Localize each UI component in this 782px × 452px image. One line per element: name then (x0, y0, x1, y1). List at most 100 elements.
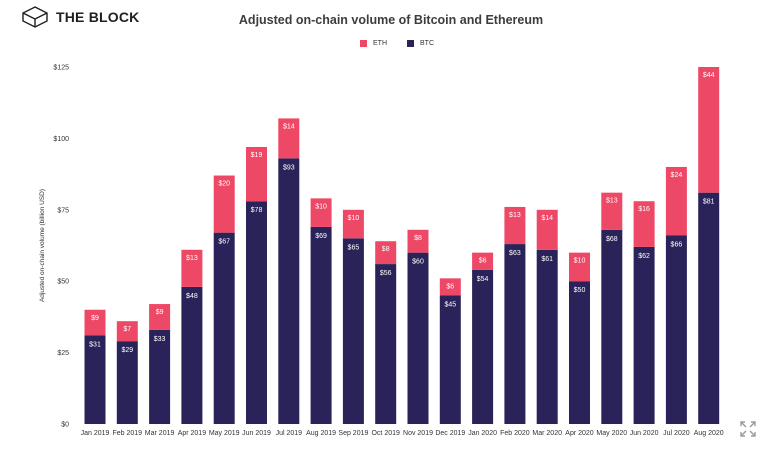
bar-eth (246, 146, 267, 202)
x-tick-label: Mar 2020 (532, 430, 562, 437)
data-label-eth: $16 (638, 206, 650, 213)
data-label-eth: $8 (382, 246, 390, 253)
data-label-eth: $8 (414, 235, 422, 242)
data-label-btc: $31 (89, 341, 101, 348)
data-label-eth: $9 (156, 309, 164, 316)
bar-btc (569, 281, 590, 424)
bar-eth (213, 175, 235, 233)
x-tick-label: Dec 2019 (435, 430, 465, 437)
data-label-btc: $50 (574, 287, 586, 294)
x-tick-label: Oct 2019 (371, 430, 400, 437)
bar-btc (213, 232, 235, 424)
x-tick-label: Sep 2019 (338, 430, 368, 437)
bar-eth (633, 201, 655, 247)
bar-eth (84, 309, 106, 336)
data-label-btc: $93 (283, 164, 295, 171)
bar-btc (84, 335, 106, 424)
data-label-btc: $29 (121, 347, 133, 354)
legend-swatch-eth (360, 40, 367, 47)
bar-btc (439, 295, 461, 424)
data-label-btc: $63 (509, 250, 521, 257)
y-axis-label: Adjusted on-chain volume (billion USD) (39, 189, 46, 302)
x-tick-label: Jun 2019 (242, 430, 271, 437)
x-tick-label: Aug 2020 (694, 430, 724, 437)
legend-item-btc: BTC (407, 40, 434, 47)
bar-btc (149, 329, 171, 424)
bar-btc (310, 226, 332, 424)
bar-btc (278, 158, 300, 424)
expand-button[interactable] (740, 421, 756, 442)
bar-eth (342, 209, 364, 239)
y-tick-label: $75 (57, 207, 69, 214)
data-label-btc: $68 (606, 236, 618, 243)
x-tick-label: Jul 2020 (663, 430, 690, 437)
data-label-eth: $6 (446, 283, 454, 290)
data-label-eth: $20 (218, 181, 230, 188)
y-tick-label: $0 (61, 422, 69, 429)
data-label-btc: $33 (154, 336, 166, 343)
data-label-eth: $44 (703, 72, 715, 79)
data-label-btc: $81 (703, 199, 715, 206)
data-label-btc: $61 (541, 256, 553, 263)
bar-eth (278, 118, 300, 159)
brand-logo: THE BLOCK (22, 6, 139, 28)
legend-label-btc: BTC (420, 40, 434, 47)
data-label-eth: $13 (509, 212, 521, 219)
y-tick-label: $100 (53, 136, 69, 143)
bar-btc (665, 235, 687, 424)
x-tick-label: Jun 2020 (630, 430, 659, 437)
x-tick-label: Jan 2020 (468, 430, 497, 437)
data-label-btc: $60 (412, 259, 424, 266)
data-label-eth: $14 (283, 123, 295, 130)
data-label-eth: $14 (541, 215, 553, 222)
bar-eth (569, 252, 590, 282)
bar-eth (407, 229, 429, 253)
data-label-eth: $6 (479, 258, 487, 265)
data-label-btc: $62 (638, 253, 650, 260)
x-tick-label: Apr 2020 (565, 430, 594, 437)
bar-eth (116, 321, 138, 342)
y-tick-label: $50 (57, 279, 69, 286)
bar-eth (439, 278, 461, 296)
legend-swatch-btc (407, 40, 414, 47)
data-label-eth: $13 (606, 198, 618, 205)
bar-eth (310, 198, 332, 227)
bar-eth (149, 304, 171, 330)
data-label-eth: $10 (348, 215, 360, 222)
bar-btc (375, 264, 397, 424)
bar-btc (504, 244, 526, 424)
data-label-btc: $45 (444, 301, 456, 308)
x-tick-label: May 2020 (596, 430, 627, 437)
data-label-eth: $24 (671, 172, 683, 179)
x-tick-label: Feb 2020 (500, 430, 530, 437)
legend-item-eth: ETH (360, 40, 387, 47)
brand-name: THE BLOCK (56, 9, 140, 25)
bar-btc (472, 269, 494, 424)
bar-btc (536, 249, 558, 424)
data-label-btc: $66 (671, 242, 683, 249)
bar-btc (601, 229, 623, 424)
x-tick-label: Jan 2019 (81, 430, 110, 437)
chart-legend: ETH BTC (360, 40, 434, 47)
data-label-btc: $54 (477, 276, 489, 283)
bar-btc (698, 192, 720, 424)
x-tick-label: Feb 2019 (113, 430, 143, 437)
x-tick-label: Apr 2019 (178, 430, 207, 437)
data-label-eth: $10 (574, 258, 586, 265)
data-label-btc: $65 (348, 244, 360, 251)
bar-eth (504, 206, 526, 245)
bar-btc (181, 286, 203, 424)
chart-title: Adjusted on-chain volume of Bitcoin and … (238, 13, 544, 27)
data-label-btc: $48 (186, 293, 198, 300)
bar-btc (407, 252, 429, 424)
bar-eth (698, 67, 720, 193)
bar-eth (601, 192, 623, 230)
x-tick-label: Mar 2019 (145, 430, 175, 437)
legend-label-eth: ETH (373, 40, 387, 47)
data-label-btc: $69 (315, 233, 327, 240)
bar-btc (246, 201, 267, 424)
x-tick-label: Aug 2019 (306, 430, 336, 437)
bar-btc (342, 238, 364, 424)
data-label-btc: $56 (380, 270, 392, 277)
